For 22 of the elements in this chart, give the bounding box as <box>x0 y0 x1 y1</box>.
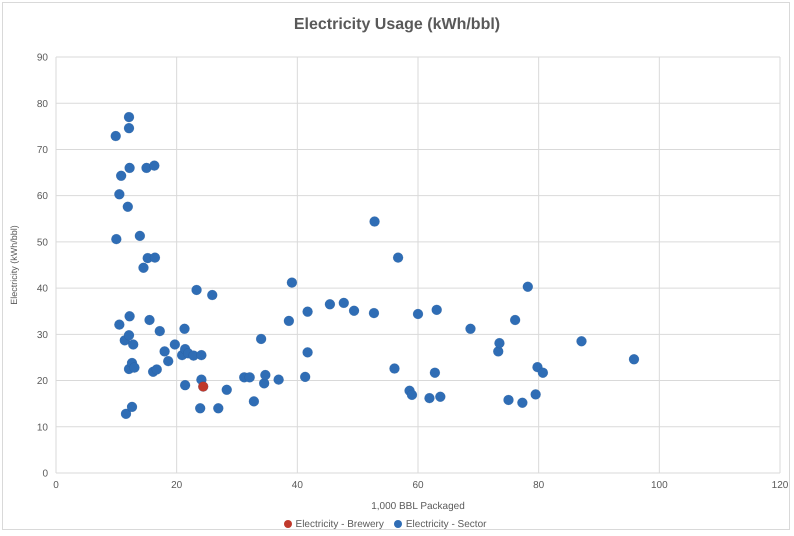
y-tick-label: 30 <box>36 330 48 341</box>
x-tick-label: 80 <box>533 480 545 492</box>
chart-title: Electricity Usage (kWh/bbl) <box>292 16 502 34</box>
y-tick-label: 60 <box>36 191 48 202</box>
y-axis-title: Electricity (kWh/bbl) <box>9 225 20 305</box>
x-axis-title: 1,000 BBL Packaged <box>371 501 465 512</box>
x-tick-label: 0 <box>53 480 60 492</box>
x-tick-label: 120 <box>772 480 789 492</box>
x-tick-label: 40 <box>292 480 304 492</box>
x-tick-label: 60 <box>412 480 424 492</box>
x-tick-label: 20 <box>171 480 183 492</box>
y-tick-label: 80 <box>36 98 48 110</box>
y-tick-label: 20 <box>36 376 48 388</box>
y-tick-label: 0 <box>42 468 48 480</box>
y-tick-label: 50 <box>36 237 48 248</box>
x-tick-label: 100 <box>650 480 668 492</box>
legend-label: Electricity - Sector <box>406 519 486 530</box>
legend-label: Electricity - Brewery <box>296 519 384 530</box>
y-tick-label: 10 <box>36 422 48 434</box>
y-tick-label: 90 <box>36 52 48 64</box>
y-tick-label: 70 <box>36 144 48 156</box>
y-tick-label: 40 <box>36 284 48 295</box>
